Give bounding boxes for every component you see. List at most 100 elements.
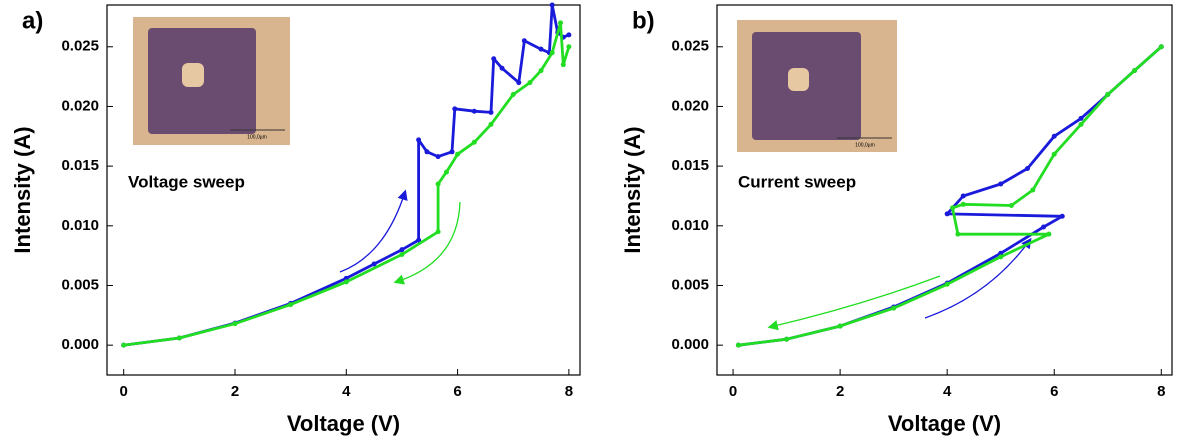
data-point	[435, 229, 441, 235]
x-axis-label: Voltage (V)	[888, 411, 1001, 436]
data-point	[488, 109, 494, 115]
data-point	[416, 137, 422, 143]
data-point	[527, 80, 533, 86]
y-tick-label: 0.005	[671, 276, 709, 293]
y-tick-label: 0.020	[671, 97, 709, 114]
data-point	[950, 205, 956, 211]
data-point	[443, 169, 449, 175]
y-tick-label: 0.015	[61, 157, 99, 174]
x-tick-label: 4	[342, 383, 351, 400]
data-point	[891, 305, 897, 311]
x-tick-label: 2	[836, 383, 844, 400]
data-point	[232, 321, 238, 327]
data-point	[960, 201, 966, 207]
data-point	[121, 342, 127, 348]
data-point	[510, 92, 516, 98]
data-point	[955, 231, 961, 237]
inset-b: 100,0µm	[737, 20, 897, 152]
data-point	[491, 56, 497, 62]
data-point	[416, 237, 422, 243]
data-point	[449, 149, 455, 155]
y-axis-label: Intensity (A)	[10, 126, 35, 253]
data-point	[1051, 151, 1057, 157]
data-point	[471, 108, 477, 114]
data-point	[521, 38, 527, 44]
x-tick-label: 8	[565, 383, 573, 400]
data-point	[566, 32, 572, 38]
plot-frame	[106, 4, 581, 376]
data-point	[1078, 121, 1084, 127]
data-point	[343, 275, 349, 281]
data-point	[960, 193, 966, 199]
arrow	[767, 275, 941, 331]
arrow	[393, 201, 461, 285]
data-point	[549, 50, 555, 56]
data-point	[1051, 133, 1057, 139]
annotation: Voltage sweep	[128, 172, 245, 191]
data-point	[944, 211, 950, 217]
data-point	[288, 302, 294, 308]
data-point	[538, 68, 544, 74]
y-tick-label: 0.020	[61, 97, 99, 114]
data-point	[399, 251, 405, 257]
x-tick-label: 8	[1157, 383, 1165, 400]
y-tick-label: 0.000	[61, 336, 99, 353]
data-point	[1059, 213, 1065, 219]
x-tick-label: 0	[729, 383, 737, 400]
panel-label: a)	[22, 7, 43, 34]
x-tick-label: 6	[453, 383, 461, 400]
data-point	[435, 154, 441, 160]
x-tick-label: 2	[231, 383, 239, 400]
data-point	[1158, 44, 1164, 50]
data-point	[735, 342, 741, 348]
y-tick-label: 0.005	[61, 276, 99, 293]
plot-frame	[716, 4, 1173, 376]
scale-text: 100,0µm	[247, 134, 267, 140]
data-point	[435, 181, 441, 187]
data-point	[1132, 68, 1138, 74]
data-point	[499, 65, 505, 71]
data-point	[371, 261, 377, 267]
data-point	[784, 336, 790, 342]
data-point	[1041, 224, 1047, 230]
data-point	[558, 20, 564, 26]
y-tick-label: 0.010	[61, 217, 99, 234]
arrow	[924, 237, 1032, 319]
data-point	[343, 279, 349, 285]
data-point	[837, 323, 843, 329]
scale-text: 100,0µm	[855, 142, 875, 148]
data-point	[538, 46, 544, 52]
inset-a: 100,0µm	[133, 17, 290, 145]
data-point	[1046, 231, 1052, 237]
data-point	[1030, 187, 1036, 193]
data-point	[471, 139, 477, 145]
data-point	[452, 106, 458, 112]
data-point	[488, 121, 494, 127]
data-point	[1078, 115, 1084, 121]
y-tick-label: 0.000	[671, 336, 709, 353]
data-point	[998, 254, 1004, 260]
x-tick-label: 6	[1050, 383, 1058, 400]
data-point	[1024, 166, 1030, 172]
data-point	[944, 281, 950, 287]
x-tick-label: 0	[120, 383, 128, 400]
data-point	[566, 44, 572, 50]
data-point	[399, 247, 405, 253]
panel-label: b)	[632, 7, 655, 34]
data-point	[176, 335, 182, 341]
data-point	[455, 151, 461, 157]
data-point	[998, 250, 1004, 256]
y-tick-label: 0.010	[671, 217, 709, 234]
y-tick-label: 0.015	[671, 157, 709, 174]
y-axis-label: Intensity (A)	[620, 126, 645, 253]
arrow	[339, 189, 408, 273]
x-tick-label: 4	[943, 383, 952, 400]
annotation: Current sweep	[738, 172, 856, 191]
data-point	[998, 181, 1004, 187]
data-point	[560, 62, 566, 68]
y-tick-label: 0.025	[61, 38, 99, 55]
data-point	[424, 149, 430, 155]
data-point	[1105, 92, 1111, 98]
x-axis-label: Voltage (V)	[287, 411, 400, 436]
